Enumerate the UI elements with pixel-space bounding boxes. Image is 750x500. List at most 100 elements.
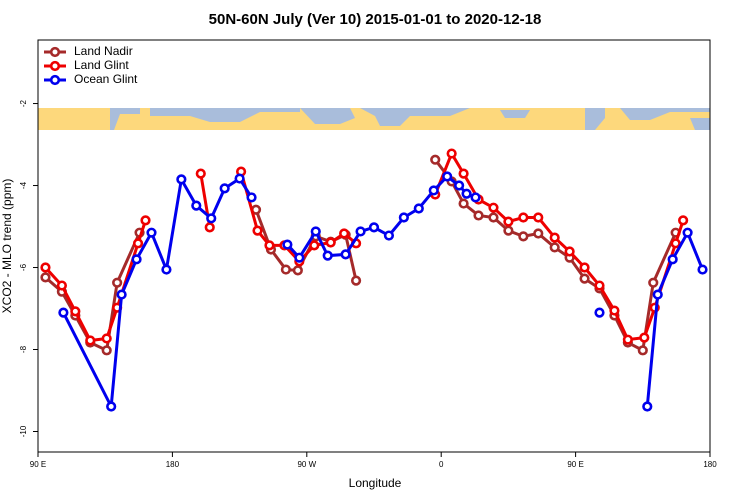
data-point xyxy=(85,335,96,346)
data-point xyxy=(413,203,424,214)
data-point xyxy=(339,228,350,239)
data-point xyxy=(40,272,51,283)
data-point xyxy=(264,240,275,251)
data-point xyxy=(518,212,529,223)
data-point xyxy=(488,212,499,223)
data-point xyxy=(503,225,514,236)
data-point xyxy=(637,345,648,356)
data-point xyxy=(101,333,112,344)
x-axis-label: Longitude xyxy=(349,476,402,490)
data-point xyxy=(310,226,321,237)
y-tick-label: -6 xyxy=(19,263,28,271)
data-point xyxy=(503,216,514,227)
data-point xyxy=(454,180,465,191)
y-tick-label: -8 xyxy=(19,345,28,353)
data-point xyxy=(368,222,380,233)
data-point xyxy=(594,307,605,318)
series xyxy=(58,171,708,412)
y-axis-label: XCO2 - MLO trend (ppm) xyxy=(0,179,14,314)
data-point xyxy=(292,265,303,276)
data-point xyxy=(533,228,544,239)
data-point xyxy=(56,280,67,291)
x-tick-label: 90 W xyxy=(297,460,316,469)
data-point xyxy=(70,306,81,317)
data-point xyxy=(112,277,123,288)
data-point xyxy=(132,238,144,249)
data-point xyxy=(191,200,202,211)
data-point xyxy=(398,212,409,223)
data-point xyxy=(176,174,187,185)
data-point xyxy=(430,154,441,165)
data-point xyxy=(682,227,693,238)
map-water xyxy=(110,108,710,130)
data-point xyxy=(488,202,499,213)
data-point xyxy=(667,254,678,265)
legend-label: Land Glint xyxy=(74,58,129,72)
data-point xyxy=(116,289,127,300)
data-point xyxy=(461,188,472,199)
data-point xyxy=(579,262,590,273)
x-tick-label: 180 xyxy=(703,460,717,469)
data-point xyxy=(670,238,681,249)
data-point xyxy=(458,168,469,179)
data-point xyxy=(325,237,336,248)
data-point xyxy=(161,264,172,275)
series xyxy=(40,148,689,346)
y-tick-label: -4 xyxy=(19,181,28,189)
data-point xyxy=(195,168,206,179)
data-point xyxy=(648,277,659,288)
data-point xyxy=(58,307,69,318)
data-point xyxy=(355,226,366,237)
data-point xyxy=(204,222,215,233)
legend-marker xyxy=(49,60,61,72)
data-point xyxy=(442,171,453,182)
data-point xyxy=(140,215,151,226)
y-tick-label: -10 xyxy=(19,425,28,437)
data-point xyxy=(642,401,653,412)
data-point xyxy=(458,198,469,209)
chart-title: 50N-60N July (Ver 10) 2015-01-01 to 2020… xyxy=(209,11,542,28)
data-point xyxy=(678,215,689,226)
data-point xyxy=(549,232,560,243)
legend-label: Land Nadir xyxy=(74,44,133,58)
data-point xyxy=(146,227,157,238)
x-tick-label: 0 xyxy=(439,460,444,469)
data-point xyxy=(131,254,142,265)
legend-marker xyxy=(49,46,61,58)
data-point xyxy=(622,334,633,345)
x-tick-label: 180 xyxy=(166,460,180,469)
data-point xyxy=(549,242,560,253)
data-point xyxy=(40,262,51,273)
data-point xyxy=(294,252,305,263)
legend-label: Ocean Glint xyxy=(74,72,138,86)
data-point xyxy=(564,246,575,257)
map-band xyxy=(38,108,710,130)
data-point xyxy=(383,230,395,241)
data-point xyxy=(246,192,257,203)
data-point xyxy=(282,239,293,250)
data-point xyxy=(106,401,117,412)
data-point xyxy=(609,305,620,316)
data-point xyxy=(206,213,217,224)
series-line xyxy=(44,219,147,343)
data-point xyxy=(428,185,439,196)
data-point xyxy=(473,210,484,221)
x-tick-label: 90 E xyxy=(567,460,583,469)
data-point xyxy=(340,249,351,260)
data-point xyxy=(470,192,481,203)
data-point xyxy=(309,240,320,251)
data-point xyxy=(697,264,708,275)
x-tick-label: 90 E xyxy=(30,460,46,469)
data-point xyxy=(101,345,112,356)
legend-marker xyxy=(49,74,61,86)
data-point xyxy=(533,212,544,223)
data-point xyxy=(252,225,263,236)
data-point xyxy=(518,231,529,242)
data-point xyxy=(234,173,245,184)
data-point xyxy=(579,273,590,284)
data-point xyxy=(639,332,650,343)
series-line xyxy=(62,174,253,412)
data-point xyxy=(280,264,291,275)
data-point xyxy=(594,280,605,291)
